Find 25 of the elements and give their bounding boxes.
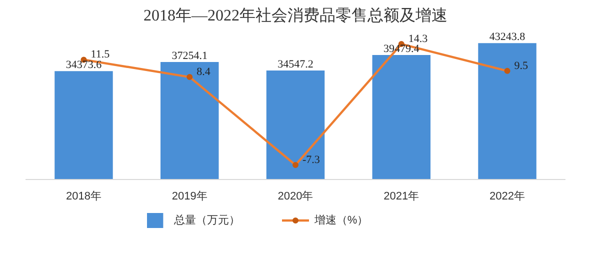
data-label: 37254.1 <box>172 50 208 62</box>
data-label: 8.4 <box>196 66 211 78</box>
data-label: 34547.2 <box>278 58 314 71</box>
data-label: 11.5 <box>90 48 110 61</box>
data-label: 14.3 <box>408 33 428 46</box>
data-label: 34373.6 <box>66 59 102 72</box>
x-tick-label: 2020年 <box>278 190 314 202</box>
bar <box>160 62 219 180</box>
legend-label: 总量（万元） <box>173 214 240 226</box>
x-tick-label: 2022年 <box>490 190 526 202</box>
point <box>292 162 298 168</box>
data-label: 9.5 <box>514 60 529 72</box>
bar <box>54 71 113 180</box>
legend-label: 增速（%） <box>313 214 368 226</box>
bar <box>478 43 536 180</box>
point <box>504 68 510 74</box>
chart-title: 2018年—2022年社会消费品零售总额及增速 <box>144 6 448 24</box>
x-tick-label: 2018年 <box>66 190 102 202</box>
data-label: 43243.8 <box>489 31 526 44</box>
point <box>186 74 193 80</box>
data-label: -7.3 <box>302 154 320 166</box>
x-tick-label: 2019年 <box>172 190 208 202</box>
bar <box>372 55 430 180</box>
x-tick-label: 2021年 <box>384 190 420 202</box>
bar <box>266 70 325 180</box>
